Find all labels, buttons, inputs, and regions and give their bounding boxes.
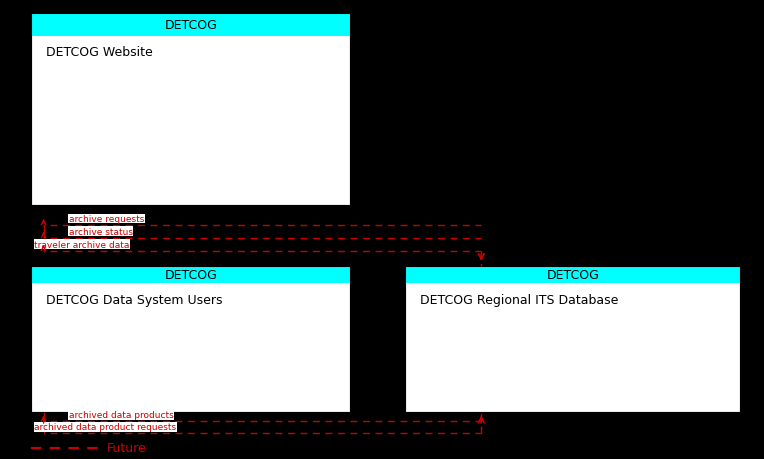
Bar [31, 14, 351, 207]
Bar [31, 14, 351, 207]
Text: traveler archive data: traveler archive data [34, 240, 130, 249]
Bar [31, 14, 351, 37]
Text: DETCOG Data System Users: DETCOG Data System Users [46, 293, 222, 306]
Text: DETCOG: DETCOG [546, 269, 600, 281]
Text: archive status: archive status [69, 227, 133, 236]
Text: archive requests: archive requests [69, 214, 144, 224]
Text: DETCOG Regional ITS Database: DETCOG Regional ITS Database [420, 293, 619, 306]
Bar [405, 266, 741, 284]
Bar [31, 266, 351, 413]
Text: archived data products: archived data products [69, 410, 173, 420]
Text: Future: Future [107, 441, 147, 454]
Text: DETCOG Website: DETCOG Website [46, 46, 153, 59]
Text: archived data product requests: archived data product requests [34, 422, 176, 431]
Text: DETCOG: DETCOG [164, 269, 218, 281]
Bar [405, 266, 741, 413]
Bar [31, 266, 351, 284]
Text: DETCOG: DETCOG [164, 19, 218, 32]
Bar [405, 266, 741, 413]
Bar [31, 266, 351, 413]
